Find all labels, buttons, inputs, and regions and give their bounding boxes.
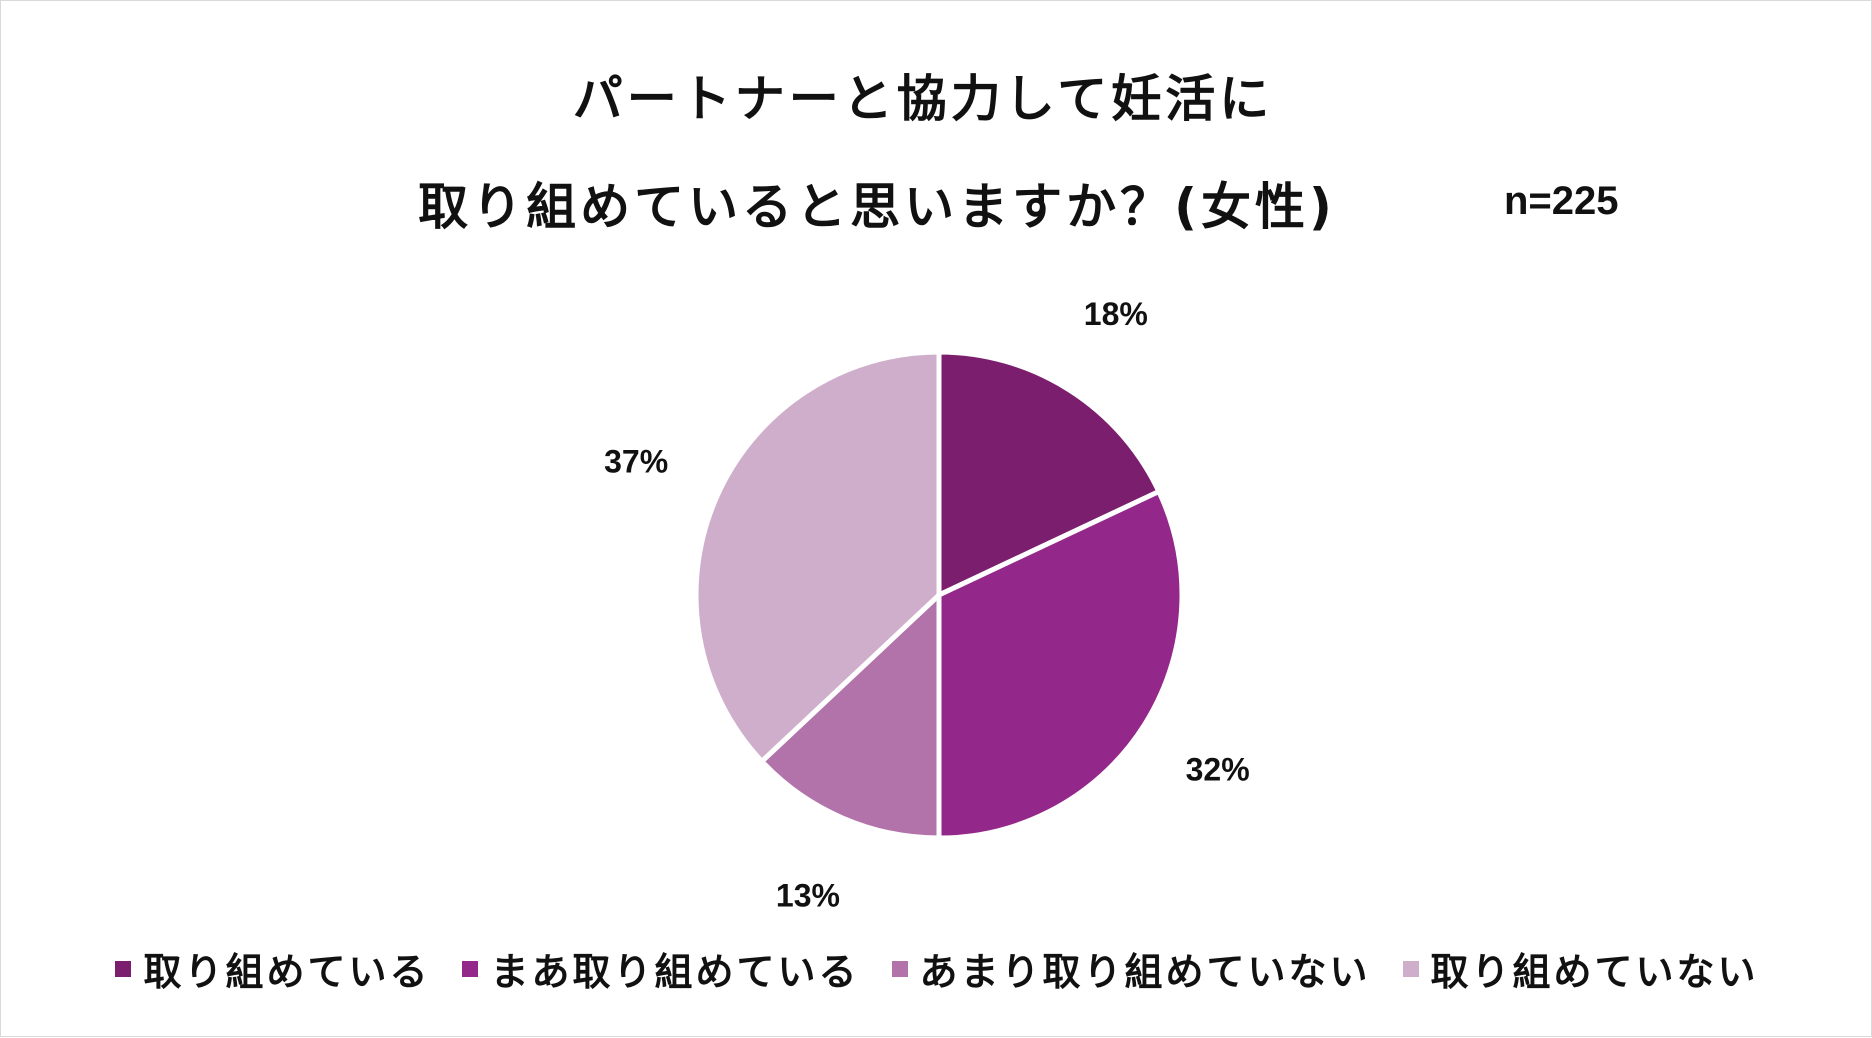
- legend-label-2: あまり取り組めていない: [919, 950, 1371, 994]
- legend-label-1: まあ取り組めている: [490, 950, 860, 994]
- pie-slice-2: [758, 589, 942, 841]
- pie-labels: 18% 32% 13% 37%: [604, 296, 1250, 913]
- chart-title-line-2: 取り組めていると思いますか？(女性): [418, 178, 1336, 236]
- pie-slice-label-1: 32%: [1186, 751, 1250, 787]
- legend: 取り組めている まあ取り組めている あまり取り組めていない 取り組めていない: [1, 941, 1872, 996]
- chart-title-line-1: パートナーと協力して妊活に: [572, 70, 1274, 128]
- sample-size-label: n=225: [1504, 179, 1619, 223]
- legend-swatch-2: [891, 960, 908, 977]
- legend-item-2: あまり取り組めていない: [891, 941, 1371, 996]
- pie-slice-label-3: 37%: [604, 443, 668, 479]
- pie-slice-label-2: 13%: [776, 877, 840, 913]
- legend-label-0: 取り組めている: [143, 950, 431, 994]
- legend-swatch-3: [1402, 960, 1419, 977]
- pie-slices: [693, 349, 1185, 841]
- pie-slice-0: [936, 349, 1163, 599]
- legend-label-3: 取り組めていない: [1430, 950, 1759, 994]
- pie-slice-1: [936, 488, 1185, 841]
- legend-item-1: まあ取り組めている: [462, 941, 859, 996]
- legend-item-3: 取り組めていない: [1402, 941, 1759, 996]
- pie-slice-label-0: 18%: [1084, 296, 1148, 332]
- legend-item-0: 取り組めている: [115, 941, 430, 996]
- pie-slice-3: [693, 349, 942, 765]
- legend-swatch-1: [462, 960, 479, 977]
- legend-swatch-0: [115, 960, 132, 977]
